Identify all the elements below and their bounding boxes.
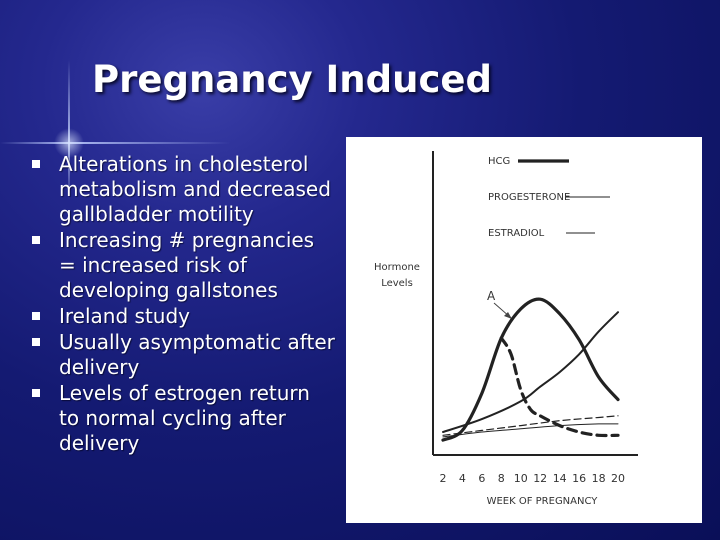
- bullet-text-line: Alterations in cholesterol: [59, 152, 309, 176]
- bullet-item: Alterations in cholesterol metabolism and…: [30, 152, 352, 227]
- bullet-item: Increasing # pregnancies = increased risk…: [30, 228, 352, 303]
- bullet-square-icon: [32, 389, 40, 397]
- bullet-text-line: = increased risk of: [59, 253, 247, 277]
- chart-series: [441, 297, 620, 442]
- annotation-a-arrowhead: [504, 312, 512, 319]
- bullet-square-icon: [32, 236, 40, 244]
- x-tick-label: 18: [592, 472, 606, 485]
- legend-label: HCG: [488, 156, 510, 167]
- bullet-square-icon: [32, 312, 40, 320]
- legend-label: PROGESTERONE: [488, 192, 570, 203]
- x-tick-label: 6: [478, 472, 485, 485]
- bullet-list: Alterations in cholesterol metabolism and…: [30, 152, 352, 457]
- legend-label: ESTRADIOL: [488, 228, 545, 239]
- bullet-text-line: developing gallstones: [59, 278, 278, 302]
- lens-flare-glow: [54, 128, 84, 158]
- y-axis-label-line-2: Levels: [381, 278, 413, 289]
- x-tick-label: 4: [459, 472, 466, 485]
- bullet-text-line: Usually asymptomatic after: [59, 330, 335, 354]
- bullet-square-icon: [32, 160, 40, 168]
- bullet-text-line: delivery: [59, 431, 140, 455]
- bullet-item: Ireland study: [30, 304, 352, 329]
- bullet-text-line: gallbladder motility: [59, 202, 254, 226]
- bullet-text-line: Increasing # pregnancies: [59, 228, 315, 252]
- bullet-text-line: Ireland study: [59, 304, 190, 328]
- x-tick-label: 20: [611, 472, 625, 485]
- y-axis-label-line-1: Hormone: [374, 262, 420, 273]
- chart-legend: HCG PROGESTERONE ESTRADIOL: [488, 156, 610, 239]
- x-tick-labels: 2 4 6 8 10 12 14 16 18 20: [440, 472, 626, 485]
- x-axis-label: WEEK OF PREGNANCY: [487, 496, 599, 507]
- x-tick-label: 8: [498, 472, 505, 485]
- x-tick-label: 14: [553, 472, 567, 485]
- bullet-item: Levels of estrogen return to normal cycli…: [30, 381, 352, 456]
- x-tick-label: 10: [514, 472, 528, 485]
- lens-flare-horizontal: [0, 142, 230, 144]
- bullet-square-icon: [32, 338, 40, 346]
- series-line-hcg-peak: [441, 297, 620, 442]
- series-line-solid-thin: [442, 423, 619, 438]
- bullet-text-line: metabolism and decreased: [59, 177, 331, 201]
- bullet-text-line: to normal cycling after: [59, 406, 286, 430]
- series-line-dashed-thin: [442, 415, 619, 436]
- slide-title: Pregnancy Induced: [92, 58, 492, 101]
- x-tick-label: 2: [440, 472, 447, 485]
- bullet-item: Usually asymptomatic after delivery: [30, 330, 352, 380]
- x-tick-label: 16: [572, 472, 586, 485]
- bullet-text-line: delivery: [59, 355, 140, 379]
- bullet-text-line: Levels of estrogen return: [59, 381, 310, 405]
- x-tick-label: 12: [533, 472, 547, 485]
- series-line-rising-curve: [442, 311, 619, 433]
- series-line-hcg-dashed: [499, 336, 620, 438]
- annotation-a: A: [487, 289, 496, 303]
- hormone-chart-panel: HCG PROGESTERONE ESTRADIOL Hormone Levels …: [346, 137, 702, 523]
